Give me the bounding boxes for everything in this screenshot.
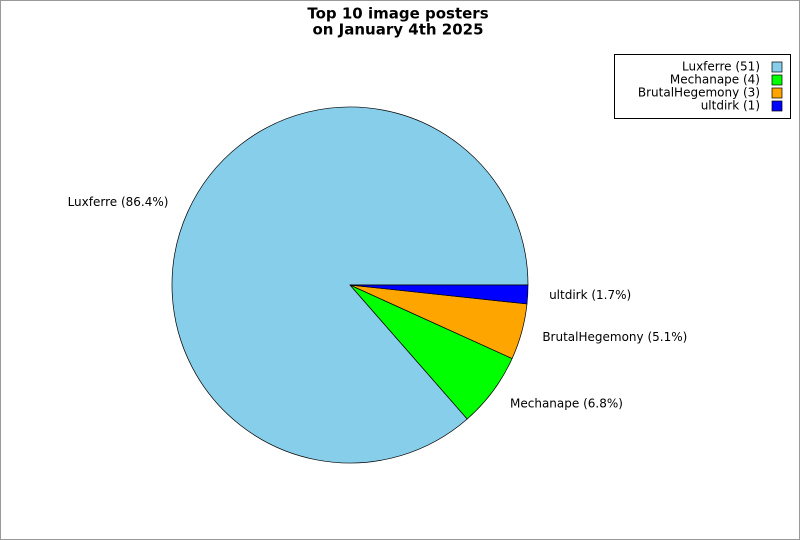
slice-label: BrutalHegemony (5.1%) — [542, 330, 687, 344]
slice-label: Luxferre (86.4%) — [68, 195, 169, 209]
legend-swatch — [771, 61, 783, 73]
legend-label: BrutalHegemony (3) — [638, 86, 760, 100]
legend-label: Mechanape (4) — [670, 73, 760, 87]
slice-label: ultdirk (1.7%) — [549, 288, 631, 302]
legend-swatch — [771, 87, 783, 99]
pie-slice — [349, 284, 529, 305]
legend-swatch — [771, 74, 783, 86]
legend-box — [614, 54, 791, 119]
chart-title: Top 10 image posters — [307, 5, 488, 23]
slice-label: Mechanape (6.8%) — [510, 396, 623, 410]
chart-title: on January 4th 2025 — [312, 21, 483, 39]
legend-label: ultdirk (1) — [701, 99, 760, 113]
legend-swatch — [771, 100, 783, 112]
legend-label: Luxferre (51) — [682, 60, 760, 74]
